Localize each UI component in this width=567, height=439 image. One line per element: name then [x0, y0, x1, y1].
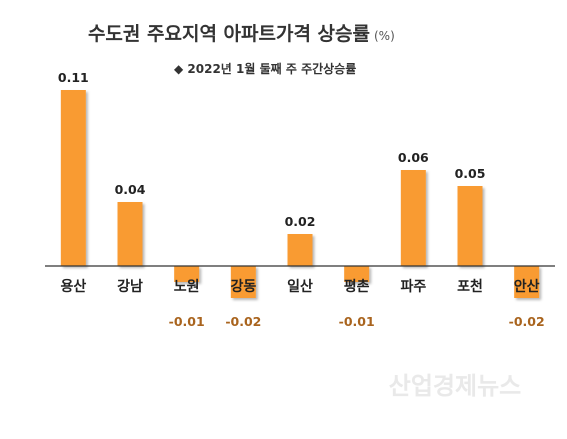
category-label-2: 강남 [117, 278, 143, 295]
bar-group [60, 90, 540, 298]
bar-4 [230, 266, 256, 298]
category-label-3: 노원 [174, 279, 200, 295]
watermark: 산업경제뉴스 [389, 372, 521, 400]
value-label-8: 0.05 [455, 166, 486, 181]
bar-5 [287, 234, 313, 266]
category-label-5: 일산 [287, 278, 313, 295]
value-label-5: 0.02 [285, 214, 316, 229]
bar-9 [514, 266, 540, 298]
category-label-7: 파주 [400, 279, 426, 295]
value-label-4: -0.02 [225, 314, 261, 329]
bar-3 [174, 266, 200, 282]
value-label-3: -0.01 [169, 314, 205, 329]
value-labels: 0.11 0.04 -0.01 -0.02 0.02 -0.01 0.06 0.05 -0.02 [58, 70, 545, 329]
value-label-6: -0.01 [339, 314, 375, 329]
category-label-1: 용산 [60, 278, 86, 295]
category-label-9: 안산 [514, 278, 540, 295]
bar-1 [60, 90, 86, 266]
value-label-2: 0.04 [115, 182, 146, 197]
bar-6 [344, 266, 370, 282]
bar-2 [117, 202, 143, 266]
value-label-7: 0.06 [398, 150, 429, 165]
category-label-8: 포천 [457, 279, 483, 295]
value-label-9: -0.02 [509, 314, 545, 329]
bar-8 [457, 186, 483, 266]
category-label-6: 평촌 [344, 278, 370, 295]
chart-unit: (%) [374, 29, 395, 43]
bar-7 [400, 170, 426, 266]
value-label-1: 0.11 [58, 70, 89, 85]
legend-text: ◆ 2022년 1월 둘째 주 주간상승률 [174, 61, 356, 76]
category-labels: 용산 강남 노원 강동 일산 평촌 파주 포천 안산 [60, 278, 539, 295]
category-label-4: 강동 [230, 278, 256, 295]
chart-title: 수도권 주요지역 아파트가격 상승률 [88, 23, 370, 45]
